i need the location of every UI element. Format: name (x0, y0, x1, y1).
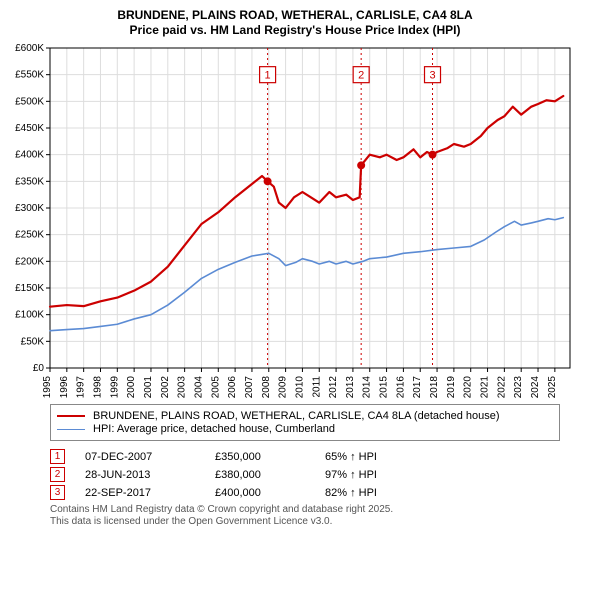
svg-text:1: 1 (265, 70, 271, 82)
sale-row: 2 28-JUN-2013£380,00097% ↑ HPI (50, 467, 560, 482)
sale-row: 1 07-DEC-2007£350,00065% ↑ HPI (50, 449, 560, 464)
chart-container: BRUNDENE, PLAINS ROAD, WETHERAL, CARLISL… (0, 0, 600, 532)
legend-swatch (57, 415, 85, 417)
svg-text:2015: 2015 (379, 376, 390, 398)
svg-text:£600K: £600K (15, 43, 44, 54)
svg-text:2009: 2009 (278, 376, 289, 398)
sale-hpi: 65% ↑ HPI (325, 451, 377, 463)
svg-text:3: 3 (429, 70, 435, 82)
svg-text:£450K: £450K (15, 123, 44, 134)
sale-hpi: 97% ↑ HPI (325, 469, 377, 481)
sale-date: 28-JUN-2013 (85, 469, 215, 481)
svg-text:2010: 2010 (294, 376, 305, 398)
svg-text:2023: 2023 (513, 376, 524, 398)
svg-text:1998: 1998 (92, 376, 103, 398)
svg-text:1995: 1995 (42, 376, 53, 398)
svg-text:2011: 2011 (311, 376, 322, 398)
footer-line2: This data is licensed under the Open Gov… (50, 516, 560, 528)
svg-text:£50K: £50K (21, 336, 45, 347)
svg-text:2004: 2004 (193, 376, 204, 398)
svg-text:£500K: £500K (15, 96, 44, 107)
sale-marker: 1 (50, 449, 65, 464)
svg-text:2024: 2024 (530, 376, 541, 398)
svg-text:2020: 2020 (463, 376, 474, 398)
footer-line1: Contains HM Land Registry data © Crown c… (50, 504, 560, 516)
svg-text:£400K: £400K (15, 150, 44, 161)
title-line2: Price paid vs. HM Land Registry's House … (0, 23, 590, 38)
svg-text:2000: 2000 (126, 376, 137, 398)
svg-text:1997: 1997 (76, 376, 87, 398)
svg-text:2006: 2006 (227, 376, 238, 398)
sale-date: 07-DEC-2007 (85, 451, 215, 463)
legend-label: BRUNDENE, PLAINS ROAD, WETHERAL, CARLISL… (93, 410, 500, 422)
svg-text:2025: 2025 (547, 376, 558, 398)
price-chart: £0 £50K £100K £150K £200K £250K £300K £350K £400… (0, 38, 590, 398)
sale-row: 3 22-SEP-2017£400,00082% ↑ HPI (50, 485, 560, 500)
svg-text:2003: 2003 (177, 376, 188, 398)
sale-hpi: 82% ↑ HPI (325, 487, 377, 499)
svg-text:2022: 2022 (496, 376, 507, 398)
sale-marker: 2 (50, 467, 65, 482)
svg-text:2016: 2016 (395, 376, 406, 398)
svg-text:1999: 1999 (109, 376, 120, 398)
svg-text:2012: 2012 (328, 376, 339, 398)
svg-text:£100K: £100K (15, 310, 44, 321)
title-line1: BRUNDENE, PLAINS ROAD, WETHERAL, CARLISL… (0, 8, 590, 23)
sale-marker: 3 (50, 485, 65, 500)
svg-text:£0: £0 (33, 363, 45, 374)
svg-text:2005: 2005 (210, 376, 221, 398)
svg-text:2001: 2001 (143, 376, 154, 398)
footer-copyright: Contains HM Land Registry data © Crown c… (50, 504, 560, 528)
svg-text:1996: 1996 (59, 376, 70, 398)
svg-text:£150K: £150K (15, 283, 44, 294)
svg-text:£200K: £200K (15, 256, 44, 267)
svg-text:2019: 2019 (446, 376, 457, 398)
svg-text:2: 2 (358, 70, 364, 82)
sale-price: £380,000 (215, 469, 325, 481)
sale-price: £350,000 (215, 451, 325, 463)
svg-text:2007: 2007 (244, 376, 255, 398)
svg-text:£550K: £550K (15, 70, 44, 81)
svg-text:2017: 2017 (412, 376, 423, 398)
legend-item: HPI: Average price, detached house, Cumb… (57, 423, 553, 435)
svg-text:£250K: £250K (15, 230, 44, 241)
sale-price: £400,000 (215, 487, 325, 499)
sales-table: 1 07-DEC-2007£350,00065% ↑ HPI 2 28-JUN-201… (50, 449, 560, 500)
svg-text:2014: 2014 (362, 376, 373, 398)
legend-swatch (57, 429, 85, 430)
legend-label: HPI: Average price, detached house, Cumb… (93, 423, 335, 435)
svg-text:2013: 2013 (345, 376, 356, 398)
legend-item: BRUNDENE, PLAINS ROAD, WETHERAL, CARLISL… (57, 410, 553, 422)
svg-text:2008: 2008 (261, 376, 272, 398)
svg-text:2021: 2021 (480, 376, 491, 398)
svg-text:2002: 2002 (160, 376, 171, 398)
svg-text:£300K: £300K (15, 203, 44, 214)
svg-text:2018: 2018 (429, 376, 440, 398)
chart-title: BRUNDENE, PLAINS ROAD, WETHERAL, CARLISL… (0, 8, 590, 38)
sale-date: 22-SEP-2017 (85, 487, 215, 499)
svg-text:£350K: £350K (15, 176, 44, 187)
legend: BRUNDENE, PLAINS ROAD, WETHERAL, CARLISL… (50, 404, 560, 441)
